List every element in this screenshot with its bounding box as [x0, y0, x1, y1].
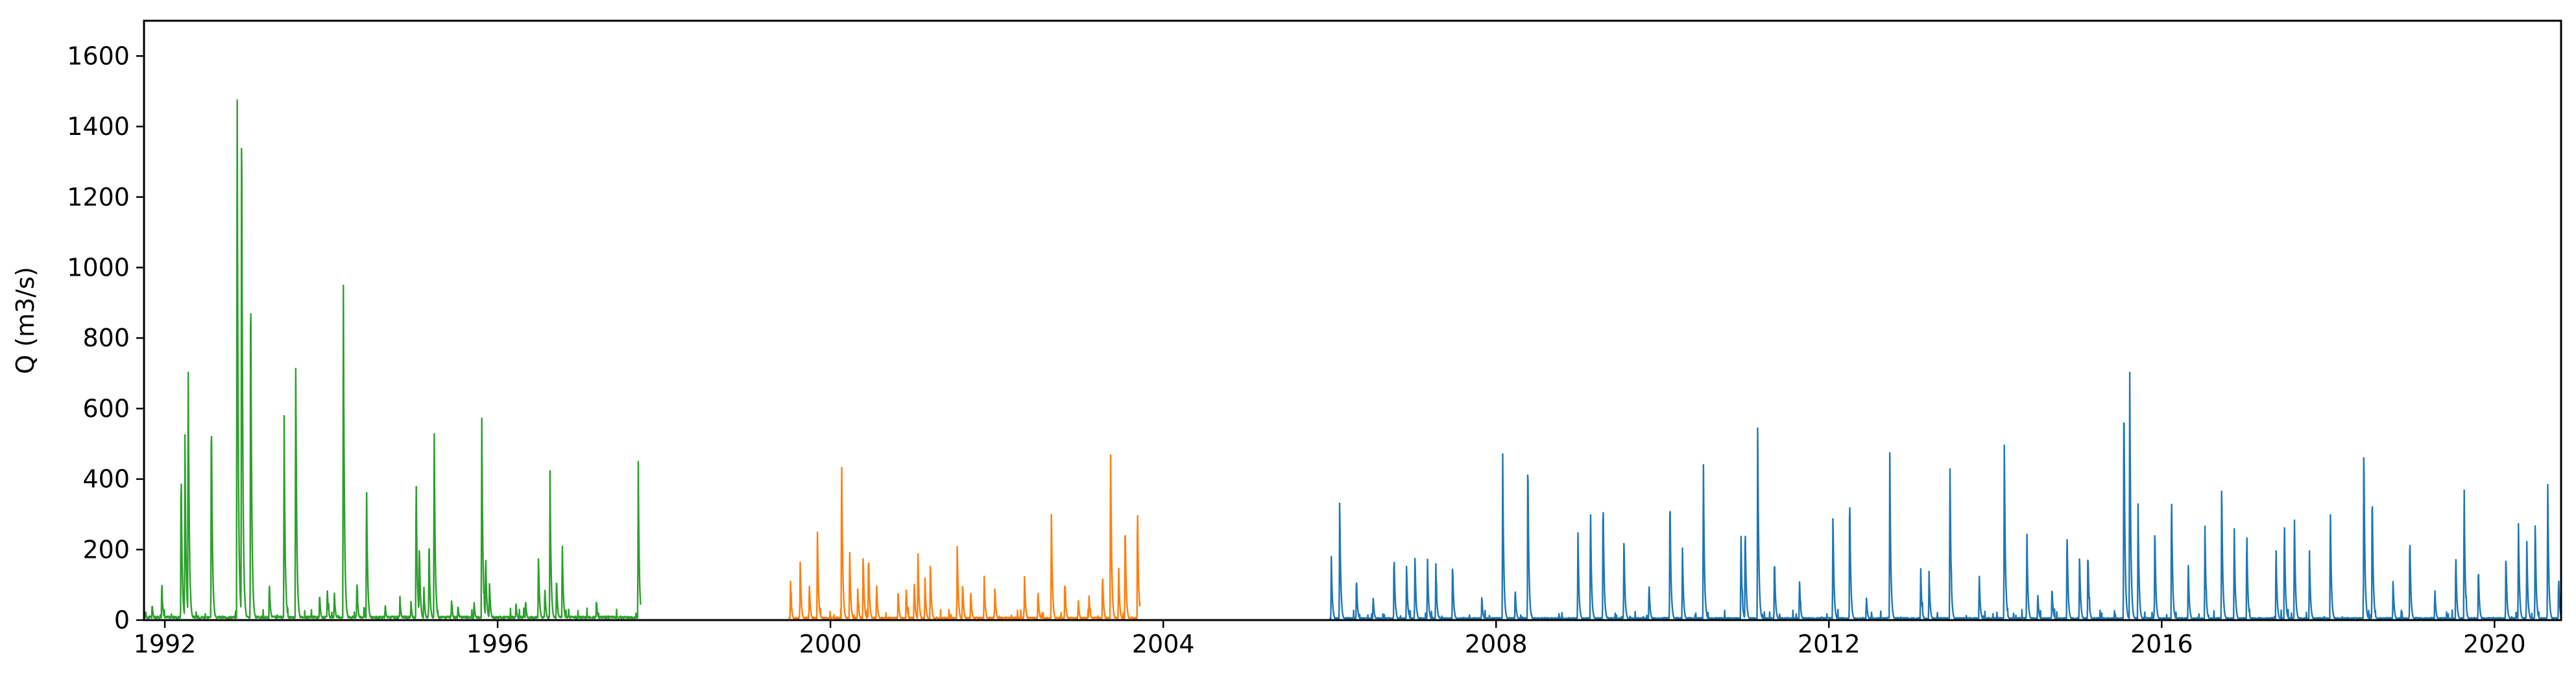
x-tick-label: 1992 [134, 630, 197, 658]
x-tick-label: 2004 [1132, 630, 1195, 658]
y-tick-label: 400 [82, 465, 130, 494]
x-tick-label: 2016 [2130, 630, 2193, 658]
y-tick-label: 800 [82, 324, 130, 352]
y-tick-label: 1000 [67, 253, 130, 282]
plot-frame [143, 19, 2562, 621]
y-tick-label: 1600 [67, 42, 130, 70]
x-tick-label: 1996 [466, 630, 529, 658]
y-tick-label: 1200 [67, 183, 130, 211]
x-tick-label: 2012 [1798, 630, 1860, 658]
y-tick-label: 0 [114, 606, 130, 634]
x-tick-label: 2008 [1465, 630, 1528, 658]
x-tick-label: 2000 [799, 630, 862, 658]
y-tick-label: 1400 [67, 112, 130, 141]
y-tick-label: 200 [82, 535, 130, 564]
y-axis: 0 200 400 600 800 1000 1200 1400 1600 [67, 42, 144, 634]
series-line-orange [788, 454, 1141, 620]
x-tick-label: 2020 [2463, 630, 2526, 658]
series-line-blue [1329, 372, 2562, 620]
series-layer [143, 99, 2562, 620]
y-axis-label: Q (m3/s) [11, 267, 40, 374]
series-line-green [143, 99, 642, 619]
x-axis: 1992 1996 2000 2004 2008 2012 2016 2020 [134, 620, 2526, 658]
y-tick-label: 600 [82, 394, 130, 423]
